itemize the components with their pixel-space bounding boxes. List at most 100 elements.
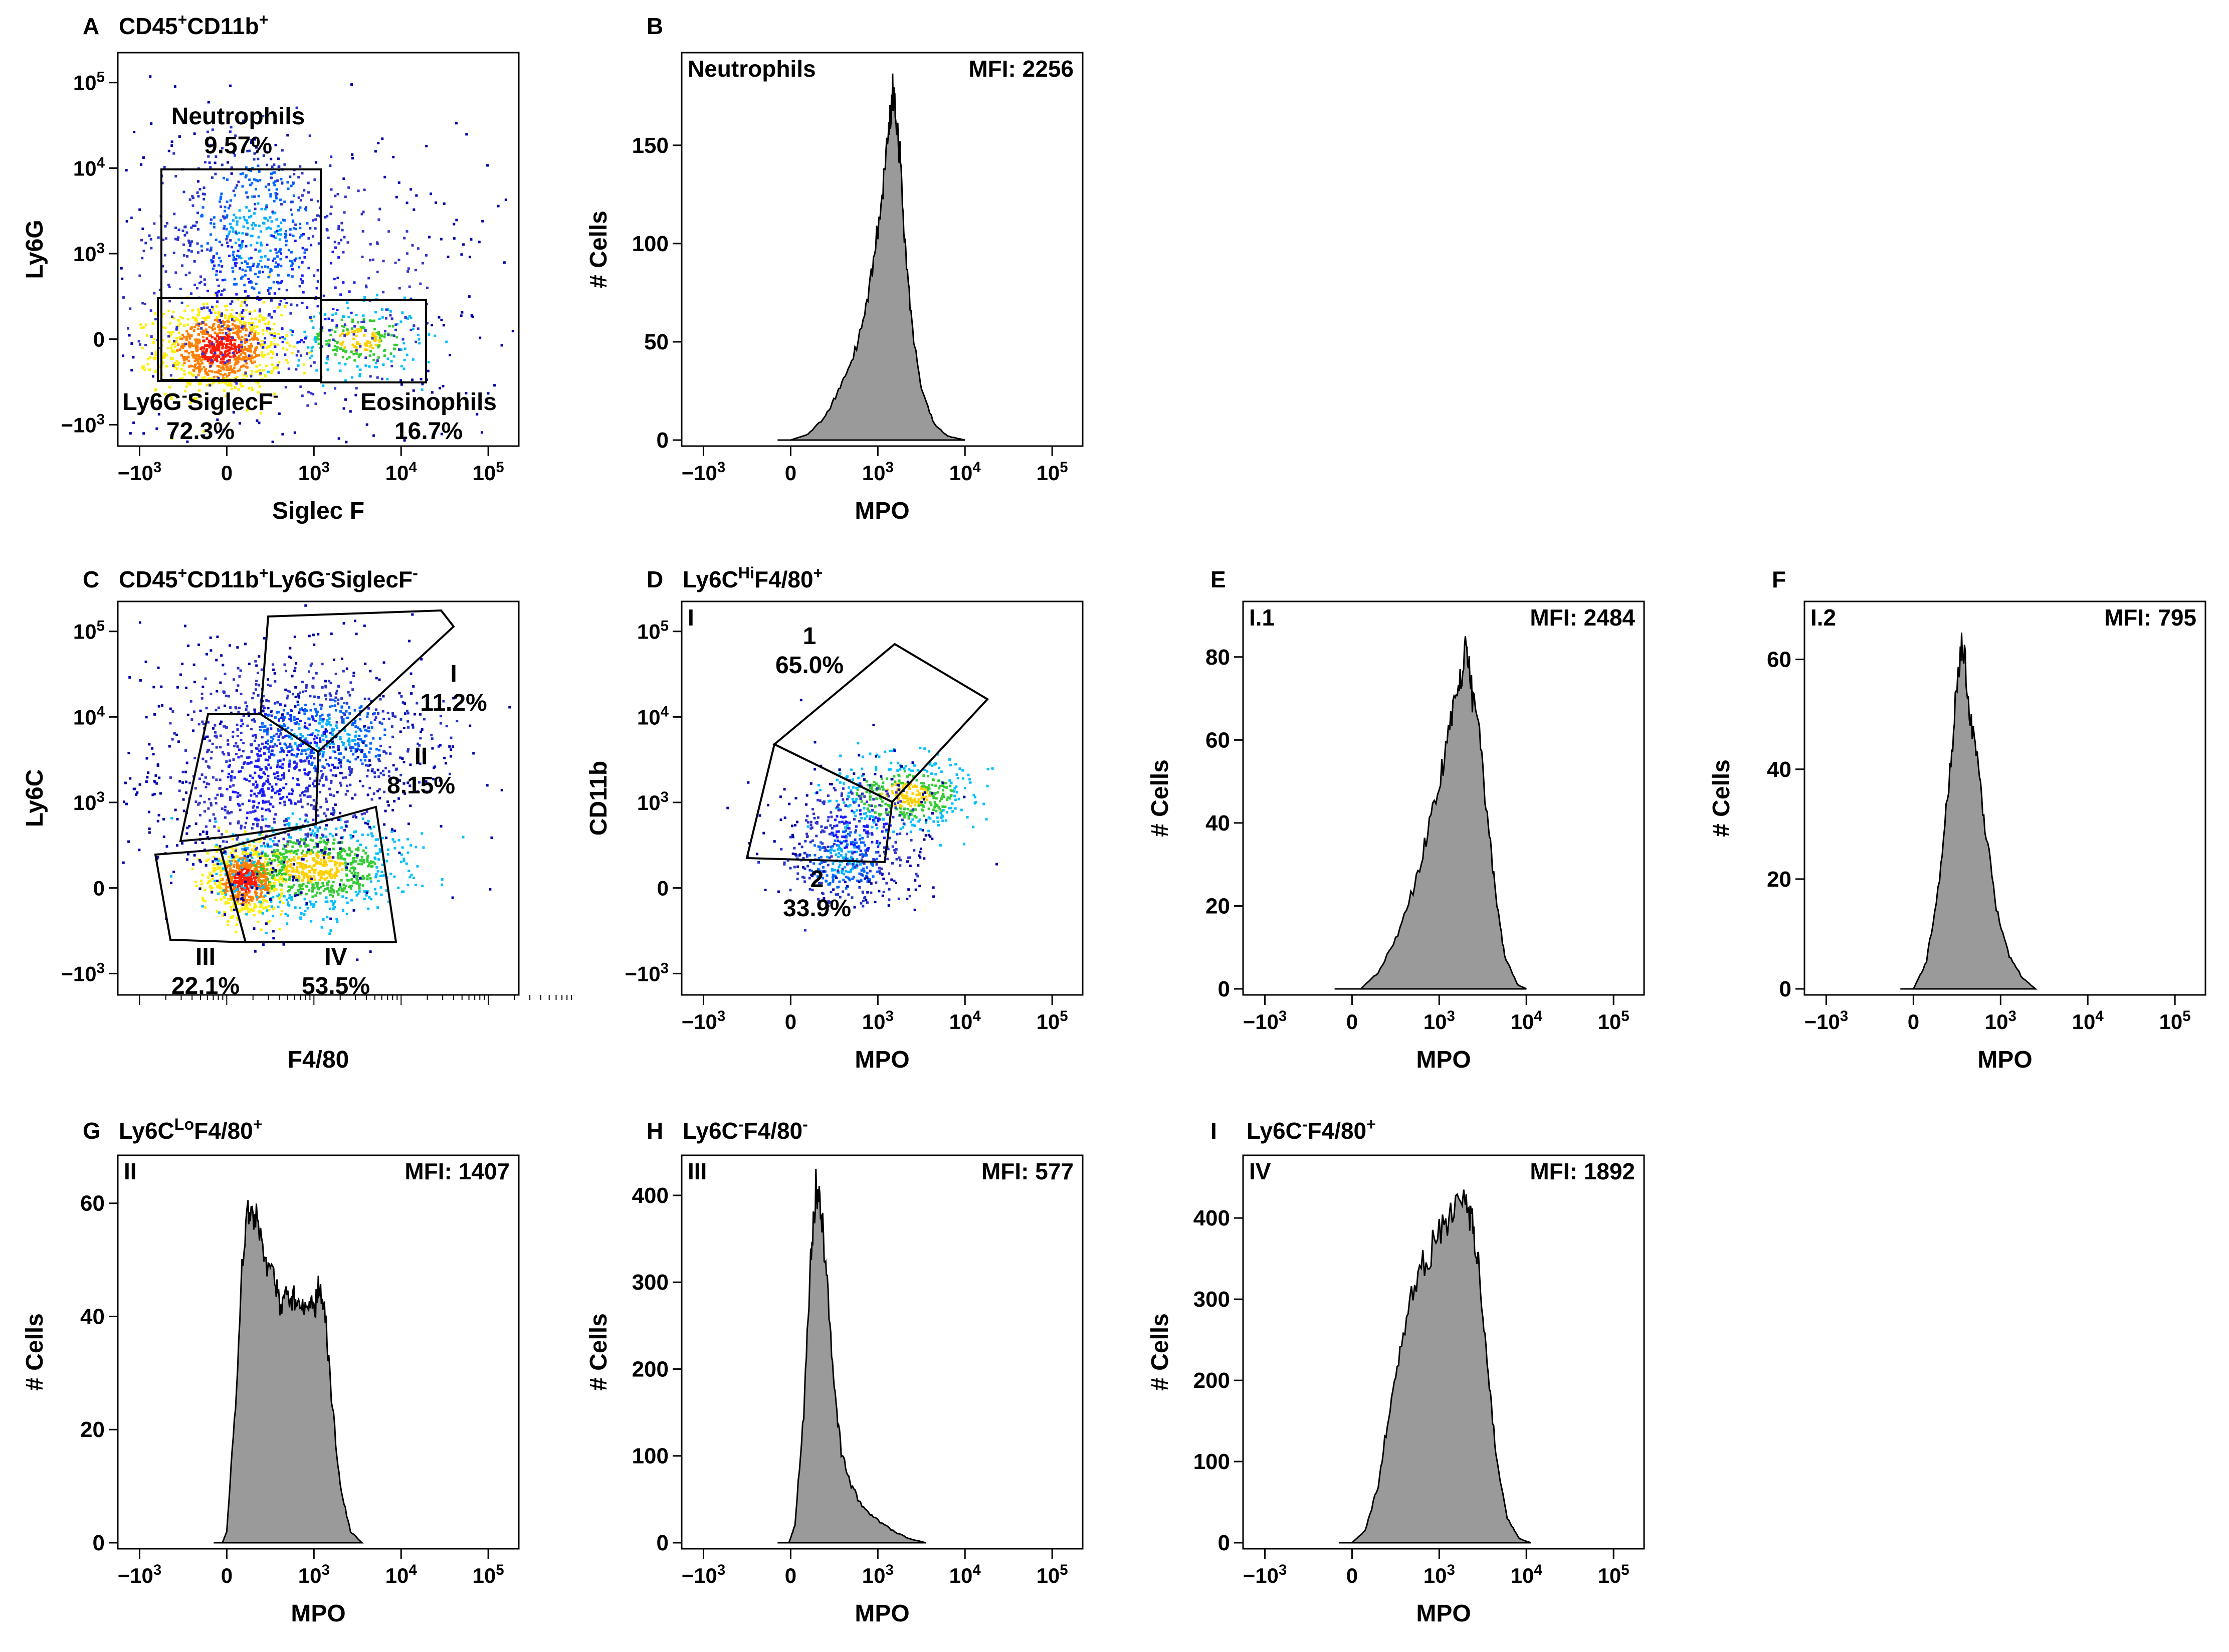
mfi-label: MFI: 795 — [2104, 604, 2196, 631]
y-tick-label: 0 — [93, 1531, 105, 1555]
x-tick-label: −103 — [1243, 1562, 1287, 1588]
x-axis-label: F4/80 — [288, 1047, 349, 1073]
x-tick-label: −103 — [118, 459, 162, 485]
population-label: II — [124, 1158, 137, 1184]
y-axis-label: # Cells — [22, 1313, 48, 1391]
x-axis-label: MPO — [291, 1600, 345, 1627]
x-tick-label: 0 — [1346, 1010, 1358, 1034]
panel-letter: F — [1772, 566, 1786, 592]
plot-frame — [118, 601, 519, 995]
x-axis-label: MPO — [1416, 1600, 1471, 1627]
gate-label: II — [415, 743, 428, 770]
panel-letter: A — [83, 13, 99, 39]
gate-percent: 16.7% — [394, 418, 463, 445]
y-tick-label: 0 — [93, 877, 105, 900]
panel-letter: G — [83, 1118, 101, 1144]
panel-letter: B — [647, 13, 663, 39]
y-tick-label: 104 — [73, 703, 105, 729]
y-tick-label: 0 — [657, 877, 669, 900]
x-tick-label: 104 — [1511, 1562, 1543, 1588]
x-axis-label: MPO — [1416, 1047, 1471, 1073]
y-tick-label: 100 — [632, 232, 669, 256]
x-axis-label: Siglec F — [272, 498, 364, 524]
y-tick-label: 400 — [632, 1183, 669, 1208]
y-tick-label: 0 — [1218, 1531, 1230, 1555]
y-tick-label: 150 — [632, 133, 669, 158]
y-tick-label: 80 — [1205, 645, 1230, 670]
x-tick-label: 105 — [473, 1562, 504, 1588]
y-tick-label: 40 — [1767, 757, 1791, 782]
gate-II — [180, 714, 318, 841]
x-tick-label: 0 — [785, 1010, 796, 1034]
gate-label: 1 — [803, 623, 817, 650]
histogram-area — [214, 1200, 362, 1543]
y-axis-label: # Cells — [585, 211, 612, 288]
gate-percent: 8.15% — [387, 772, 455, 799]
x-tick-label: −103 — [682, 1008, 726, 1034]
y-tick-label: 20 — [1767, 867, 1791, 892]
x-tick-label: 105 — [1037, 1008, 1068, 1034]
panel-title: Ly6CHiF4/80+ — [683, 564, 823, 592]
y-tick-label: 400 — [1193, 1206, 1230, 1230]
population-label: Neutrophils — [688, 56, 816, 82]
gate-label: IV — [324, 944, 347, 970]
x-tick-label: 105 — [1598, 1562, 1630, 1588]
x-tick-label: 103 — [298, 459, 330, 485]
panel-letter: D — [647, 566, 663, 592]
gate-percent: 72.3% — [166, 418, 235, 445]
population-label: I.2 — [1810, 604, 1836, 631]
x-tick-label: 104 — [949, 459, 981, 485]
x-tick-label: 103 — [298, 1562, 330, 1588]
x-tick-label: 0 — [221, 1564, 233, 1587]
y-tick-label: 104 — [73, 154, 105, 180]
y-tick-label: −103 — [61, 960, 105, 986]
y-tick-label: 300 — [632, 1270, 669, 1295]
mfi-label: MFI: 2256 — [968, 56, 1074, 82]
y-axis-label: # Cells — [1708, 759, 1735, 837]
x-tick-label: 105 — [2159, 1008, 2191, 1034]
y-tick-label: 60 — [80, 1191, 105, 1216]
y-tick-label: 0 — [1779, 977, 1791, 1001]
gate-label: Ly6G-SiglecF- — [122, 386, 278, 416]
y-tick-label: 0 — [657, 1531, 669, 1555]
x-tick-label: 105 — [1037, 1562, 1068, 1588]
x-axis-label: MPO — [855, 1600, 909, 1627]
y-tick-label: 40 — [80, 1304, 105, 1329]
x-tick-label: 104 — [949, 1008, 981, 1034]
gate-percent: 22.1% — [171, 973, 240, 999]
x-axis-label: MPO — [1977, 1047, 2032, 1073]
x-tick-label: 0 — [1908, 1010, 1919, 1034]
x-tick-label: 104 — [385, 459, 418, 485]
x-tick-label: 103 — [1424, 1008, 1455, 1034]
panel-title: CD45+CD11b+ — [119, 11, 268, 39]
y-tick-label: 103 — [73, 240, 105, 266]
panel-title: CD45+CD11b+Ly6G-SiglecF- — [119, 564, 418, 592]
y-tick-label: −103 — [625, 960, 669, 986]
y-tick-label: 20 — [1205, 894, 1230, 918]
histogram-area — [777, 74, 965, 440]
y-tick-label: 105 — [73, 69, 105, 95]
population-label: IV — [1249, 1158, 1271, 1184]
plot-frame — [682, 1155, 1083, 1549]
x-tick-label: 104 — [949, 1562, 981, 1588]
plot-frame — [1804, 601, 2205, 995]
histogram-area — [1339, 1190, 1531, 1543]
y-tick-label: 105 — [637, 617, 669, 644]
y-tick-label: 200 — [632, 1357, 669, 1381]
x-tick-label: 103 — [862, 1008, 894, 1034]
x-tick-label: 0 — [1346, 1564, 1358, 1587]
x-axis-label: MPO — [855, 498, 909, 524]
x-tick-label: 103 — [1424, 1562, 1455, 1588]
gate-label: Neutrophils — [171, 103, 305, 130]
panel-letter: H — [647, 1118, 663, 1144]
y-axis-label: Ly6G — [22, 220, 48, 279]
x-tick-label: 0 — [785, 461, 796, 485]
y-tick-label: 200 — [1193, 1368, 1230, 1393]
